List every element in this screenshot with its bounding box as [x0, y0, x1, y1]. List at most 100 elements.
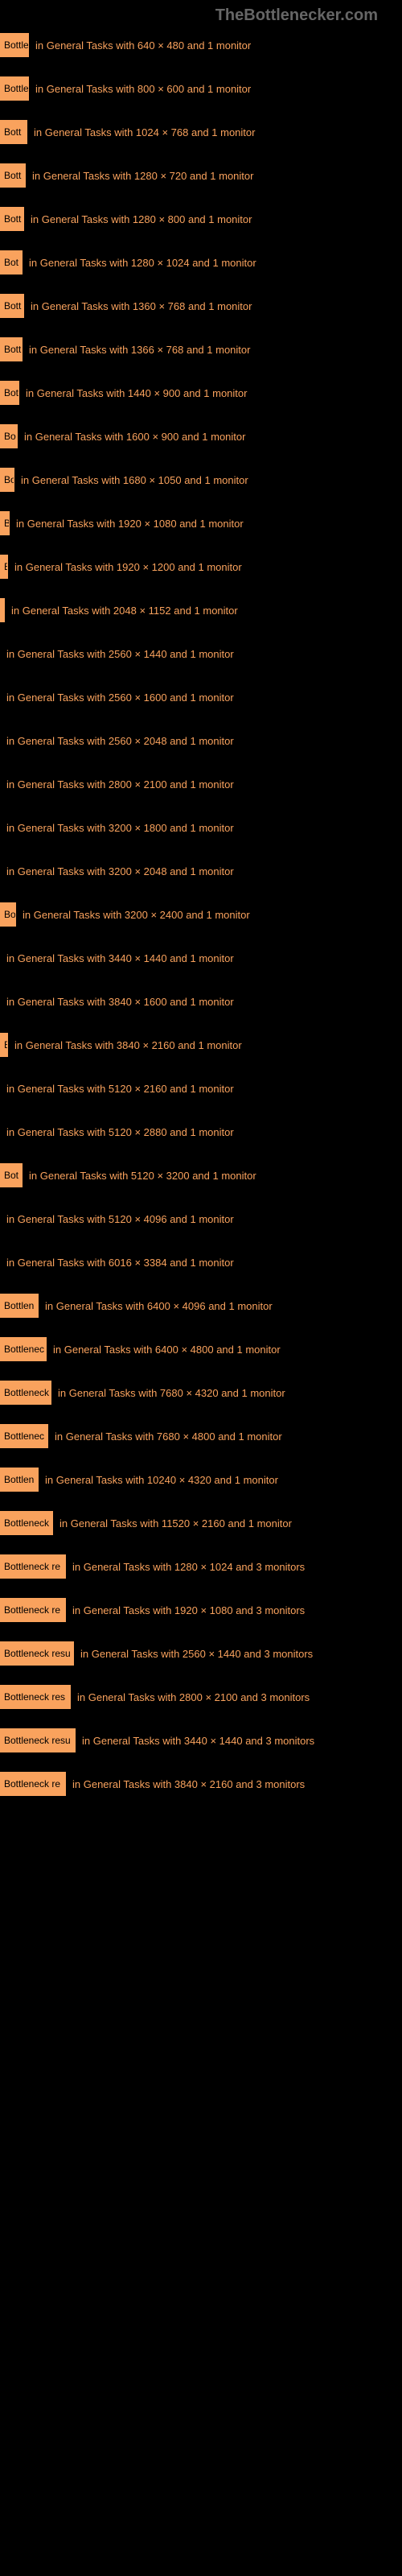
- bar-row: in General Tasks with 2560 × 1440 and 1 …: [0, 642, 402, 666]
- bar-label: Bottle: [4, 83, 29, 94]
- bar-value: in General Tasks with 3440 × 1440 and 1 …: [6, 952, 234, 964]
- bar-value: in General Tasks with 3200 × 2048 and 1 …: [6, 865, 234, 877]
- bar: Bott: [0, 337, 23, 361]
- bar-row: in General Tasks with 2048 × 1152 and 1 …: [0, 598, 402, 622]
- bar-value: in General Tasks with 3840 × 1600 and 1 …: [6, 996, 234, 1008]
- bar-value: in General Tasks with 1920 × 1200 and 1 …: [14, 561, 242, 573]
- bar-label: Bottleneck resu: [4, 1648, 71, 1659]
- bar-label: Bott: [4, 213, 21, 225]
- bar-row: Bot in General Tasks with 1280 × 1024 and…: [0, 250, 402, 275]
- bar-value: in General Tasks with 6400 × 4096 and 1 …: [45, 1300, 273, 1312]
- bar: Bottleneck: [0, 1511, 53, 1535]
- bar-row: Bott in General Tasks with 1280 × 800 and…: [0, 207, 402, 231]
- bar-value: in General Tasks with 1600 × 900 and 1 m…: [24, 431, 245, 443]
- bar-value: in General Tasks with 6016 × 3384 and 1 …: [6, 1257, 234, 1269]
- bar-label: Bo: [4, 431, 16, 442]
- bar-value: in General Tasks with 2560 × 1600 and 1 …: [6, 691, 234, 704]
- bar-row: in General Tasks with 2560 × 1600 and 1 …: [0, 685, 402, 709]
- bar-row: in General Tasks with 3440 × 1440 and 1 …: [0, 946, 402, 970]
- bar-value: in General Tasks with 11520 × 2160 and 1…: [59, 1517, 292, 1530]
- bar-value: in General Tasks with 1280 × 1024 and 3 …: [72, 1561, 305, 1573]
- bar: Bot: [0, 250, 23, 275]
- bar-value: in General Tasks with 3840 × 2160 and 3 …: [72, 1778, 305, 1790]
- bar-row: in General Tasks with 5120 × 4096 and 1 …: [0, 1207, 402, 1231]
- bar-label: Bo: [4, 909, 16, 920]
- bar-label: Bott: [4, 300, 21, 312]
- bar: Bottleneck re: [0, 1772, 66, 1796]
- bar-label: Bottleneck re: [4, 1561, 60, 1572]
- bar: Bo: [0, 902, 16, 927]
- bar-label: Bottleneck re: [4, 1778, 60, 1790]
- bar-row: Bin General Tasks with 1920 × 1080 and 1…: [0, 511, 402, 535]
- bar: Bot: [0, 381, 19, 405]
- bar-value: in General Tasks with 800 × 600 and 1 mo…: [35, 83, 251, 95]
- bar-row: Bott in General Tasks with 1366 × 768 and…: [0, 337, 402, 361]
- bar-label: Bottle: [4, 39, 29, 51]
- bar: B: [0, 555, 8, 579]
- bar-row: Bottleneck in General Tasks with 11520 × …: [0, 1511, 402, 1535]
- bar-row: Bin General Tasks with 3840 × 2160 and 1…: [0, 1033, 402, 1057]
- bar-label: Bo: [4, 474, 14, 485]
- bar-row: Bottlein General Tasks with 640 × 480 an…: [0, 33, 402, 57]
- bar-value: in General Tasks with 5120 × 2880 and 1 …: [6, 1126, 234, 1138]
- bar-value: in General Tasks with 2800 × 2100 and 3 …: [77, 1691, 310, 1703]
- bar-row: Bottleneck res in General Tasks with 2800…: [0, 1685, 402, 1709]
- bar-value: in General Tasks with 3200 × 2400 and 1 …: [23, 909, 250, 921]
- bar-value: in General Tasks with 2560 × 1440 and 1 …: [6, 648, 234, 660]
- bar-label: Bottleneck: [4, 1387, 49, 1398]
- bar-row: Bin General Tasks with 1920 × 1200 and 1…: [0, 555, 402, 579]
- bar-row: in General Tasks with 2560 × 2048 and 1 …: [0, 729, 402, 753]
- bar-label: Bot: [4, 257, 18, 268]
- bar-row: Bottin General Tasks with 1280 × 720 and…: [0, 163, 402, 188]
- bar-row: Bottin General Tasks with 1024 × 768 and…: [0, 120, 402, 144]
- bar-label: Bottleneck re: [4, 1604, 60, 1616]
- bar-value: in General Tasks with 3200 × 1800 and 1 …: [6, 822, 234, 834]
- bar-value: in General Tasks with 1280 × 1024 and 1 …: [29, 257, 256, 269]
- bar: [0, 598, 5, 622]
- bar: Bottleneck resu: [0, 1641, 74, 1666]
- bar: Bott: [0, 207, 24, 231]
- bar: Bottle: [0, 33, 29, 57]
- bar-value: in General Tasks with 1366 × 768 and 1 m…: [29, 344, 250, 356]
- bar-row: Bo in General Tasks with 1600 × 900 and 1…: [0, 424, 402, 448]
- bar-row: in General Tasks with 6016 × 3384 and 1 …: [0, 1250, 402, 1274]
- bar: Bott: [0, 163, 26, 188]
- bar-value: in General Tasks with 5120 × 4096 and 1 …: [6, 1213, 234, 1225]
- bar-row: Bottlenin General Tasks with 10240 × 432…: [0, 1468, 402, 1492]
- bar-value: in General Tasks with 1920 × 1080 and 3 …: [72, 1604, 305, 1616]
- bar-row: Bottleneck re in General Tasks with 3840 …: [0, 1772, 402, 1796]
- bar-value: in General Tasks with 2560 × 1440 and 3 …: [80, 1648, 313, 1660]
- bar-label: Bottleneck res: [4, 1691, 65, 1703]
- bar-label: Bottlen: [4, 1474, 34, 1485]
- bar-row: Bottlenin General Tasks with 6400 × 4096…: [0, 1294, 402, 1318]
- bar-row: Bo in General Tasks with 3200 × 2400 and …: [0, 902, 402, 927]
- bar-label: Bottleneck: [4, 1517, 49, 1529]
- bar-row: Bottleneckin General Tasks with 7680 × 4…: [0, 1381, 402, 1405]
- bar-row: Botin General Tasks with 1440 × 900 and …: [0, 381, 402, 405]
- bar-label: B: [4, 518, 10, 529]
- bar: Bottlenec: [0, 1337, 47, 1361]
- bar-row: Bo in General Tasks with 1680 × 1050 and …: [0, 468, 402, 492]
- bar: Bottleneck re: [0, 1554, 66, 1579]
- bar-label: Bott: [4, 126, 21, 138]
- bar-value: in General Tasks with 5120 × 3200 and 1 …: [29, 1170, 256, 1182]
- bar: Bottleneck re: [0, 1598, 66, 1622]
- bar-value: in General Tasks with 2800 × 2100 and 1 …: [6, 778, 234, 791]
- bar-row: in General Tasks with 3840 × 1600 and 1 …: [0, 989, 402, 1013]
- bar-value: in General Tasks with 6400 × 4800 and 1 …: [53, 1344, 281, 1356]
- bar-label: Bott: [4, 170, 21, 181]
- bar-row: Bottleneck re in General Tasks with 1280 …: [0, 1554, 402, 1579]
- bar: Bott: [0, 120, 27, 144]
- bar-value: in General Tasks with 1280 × 800 and 1 m…: [31, 213, 252, 225]
- bar-value: in General Tasks with 1680 × 1050 and 1 …: [21, 474, 248, 486]
- bar-row: Bottle in General Tasks with 800 × 600 an…: [0, 76, 402, 101]
- bar-value: in General Tasks with 3840 × 2160 and 1 …: [14, 1039, 242, 1051]
- bar-label: Bottlenec: [4, 1344, 44, 1355]
- bar-label: Bot: [4, 387, 18, 398]
- bar-value: in General Tasks with 1360 × 768 and 1 m…: [31, 300, 252, 312]
- bar: Bo: [0, 424, 18, 448]
- bar-row: Bottlenec in General Tasks with 6400 × 48…: [0, 1337, 402, 1361]
- bar-row: in General Tasks with 3200 × 1800 and 1 …: [0, 815, 402, 840]
- site-title: TheBottlenecker.com: [215, 6, 378, 24]
- bar-value: in General Tasks with 3440 × 1440 and 3 …: [82, 1735, 314, 1747]
